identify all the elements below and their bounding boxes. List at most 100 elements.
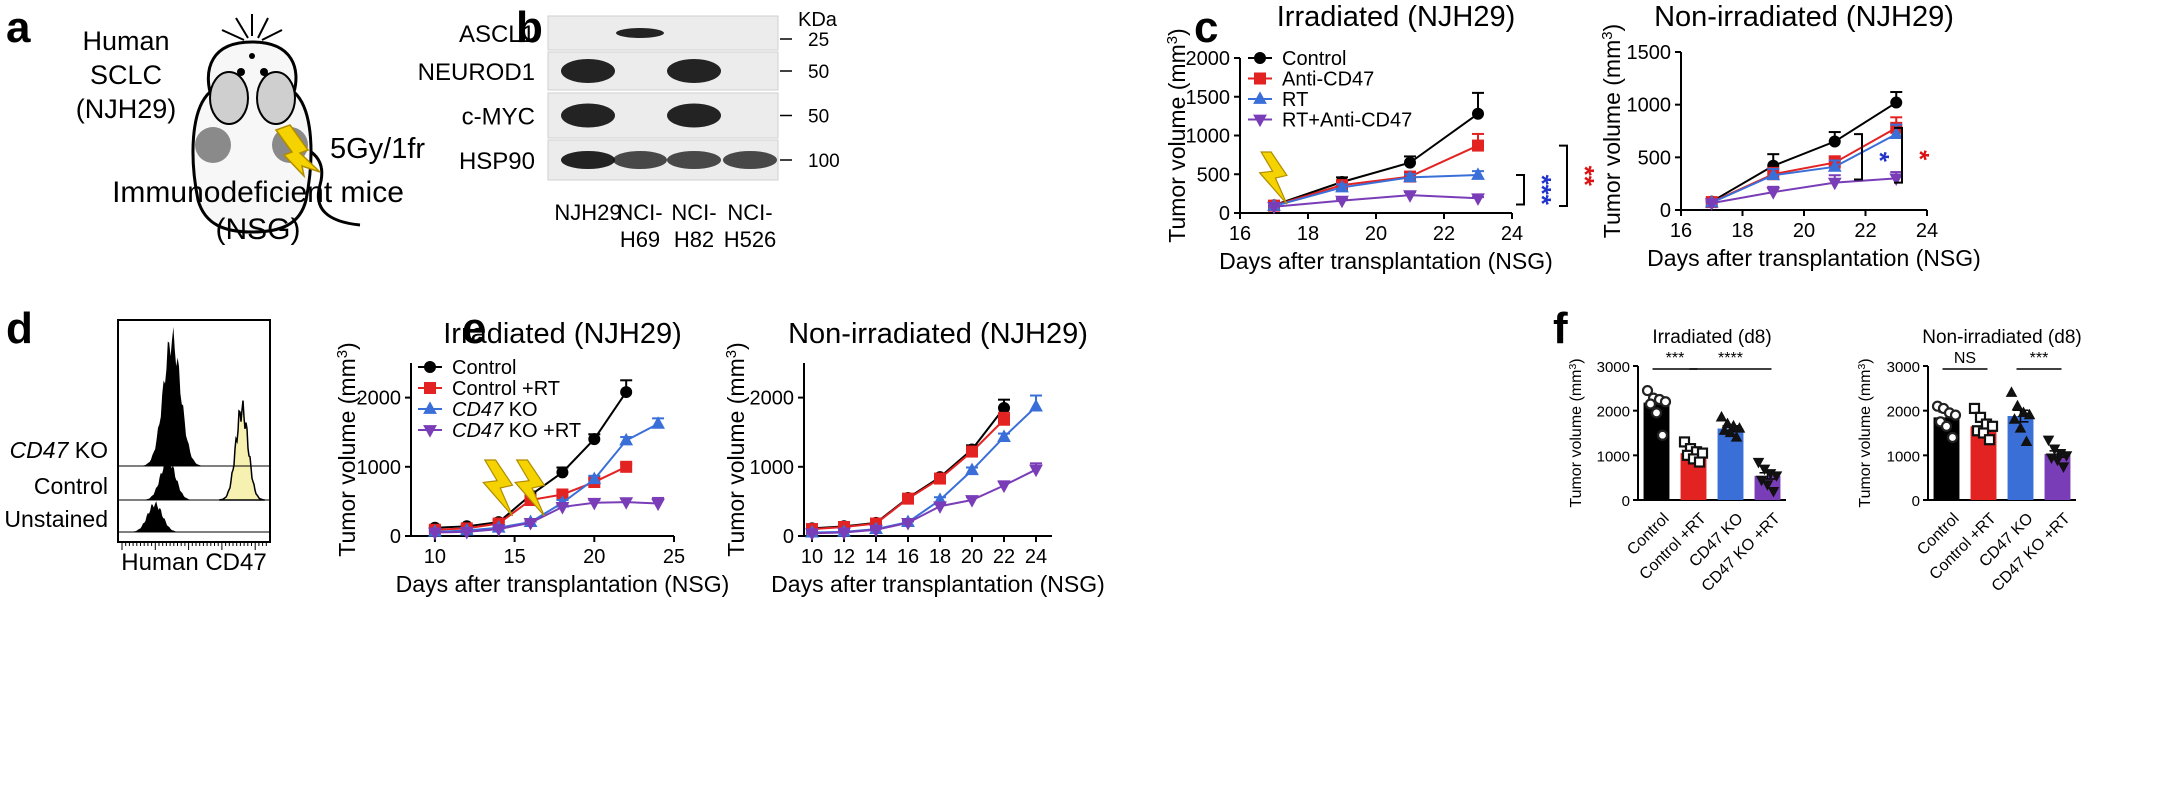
data-point xyxy=(1968,402,1981,415)
significance-bracket xyxy=(1894,126,1903,184)
data-point xyxy=(1678,436,1691,448)
significance-label: *** xyxy=(1666,350,1685,367)
lane-label: NCI- xyxy=(671,200,716,225)
legend-marker xyxy=(1254,72,1266,85)
legend-label: Control +RT xyxy=(452,378,560,400)
x-tick-label: 18 xyxy=(1731,220,1753,242)
data-point xyxy=(2008,413,2021,424)
y-tick-label: 2000 xyxy=(1887,404,1920,421)
x-tick-label: 10 xyxy=(424,546,446,568)
series-rt-anti-cd47 xyxy=(1704,171,1904,211)
data-point xyxy=(1471,193,1485,206)
lane-label: H82 xyxy=(674,227,714,252)
series-anti-cd47 xyxy=(1705,116,1903,209)
y-tick-label: 1500 xyxy=(1627,42,1672,64)
mice-label-line2: (NSG) xyxy=(216,213,301,246)
data-point xyxy=(491,524,506,537)
lane-label: NCI- xyxy=(617,200,662,225)
x-tick-label: 18 xyxy=(929,546,951,568)
data-point xyxy=(1949,409,1962,421)
x-axis-label: Days after transplantation (NSG) xyxy=(771,571,1105,597)
data-point xyxy=(1472,139,1484,152)
histogram-peak xyxy=(128,501,182,532)
y-tick-label: 2000 xyxy=(1186,48,1231,70)
data-point xyxy=(1335,195,1349,209)
series-cd47-ko-rt xyxy=(428,496,665,541)
y-axis-label: Tumor volume (mm3) xyxy=(723,342,750,556)
y-tick-label: 0 xyxy=(1219,203,1230,225)
series-rt xyxy=(1704,123,1904,208)
legend-label: CD47 KO +RT xyxy=(452,420,581,442)
data-point xyxy=(1733,422,1746,433)
band xyxy=(561,151,615,169)
y-axis-label: Tumor volume (mm3) xyxy=(1164,28,1191,242)
significance-label: *** xyxy=(2030,350,2049,367)
y-tick-label: 2000 xyxy=(1597,404,1630,421)
y-axis-label: Tumor volume (mm3) xyxy=(1599,24,1626,238)
panel-letter-e: e xyxy=(462,304,486,353)
y-tick-label: 0 xyxy=(390,526,401,548)
y-tick-label: 500 xyxy=(1197,164,1230,186)
histogram-peak xyxy=(219,400,265,501)
data-point xyxy=(902,492,914,505)
data-point xyxy=(1029,464,1043,478)
series-control xyxy=(806,398,1010,535)
x-tick-label: 16 xyxy=(1670,220,1692,242)
data-point xyxy=(2017,406,2030,417)
data-point xyxy=(1889,126,1904,140)
marker-label: 100 xyxy=(808,151,840,172)
y-tick-label: 1000 xyxy=(1887,448,1920,465)
data-point xyxy=(1696,447,1709,459)
tumor-label-line3: (NJH29) xyxy=(76,94,177,124)
data-point xyxy=(1752,457,1765,469)
histogram-peak xyxy=(141,455,195,500)
data-point xyxy=(1827,159,1842,172)
data-point xyxy=(998,413,1010,426)
data-point xyxy=(1715,410,1728,422)
x-tick-label: 22 xyxy=(1854,220,1876,242)
x-tick-label: 22 xyxy=(993,546,1015,568)
band xyxy=(667,59,721,83)
panel-letter-b: b xyxy=(516,3,543,52)
data-point xyxy=(555,502,570,515)
data-point xyxy=(588,433,601,446)
x-axis-label: Human CD47 xyxy=(121,549,266,576)
data-point xyxy=(869,524,883,538)
y-axis-label: Tumor volume (mm3) xyxy=(1857,358,1875,507)
panel-letter-c: c xyxy=(1194,3,1218,52)
dose-label: 5Gy/1fr xyxy=(330,133,425,165)
y-tick-label: 2000 xyxy=(750,388,795,410)
chart-title: Irradiated (d8) xyxy=(1652,327,1771,348)
data-point xyxy=(2057,462,2070,473)
series-line xyxy=(1273,194,1479,208)
series-rt-anti-cd47 xyxy=(1267,190,1485,215)
significance-stars: ** xyxy=(1570,166,1600,187)
series-line xyxy=(1711,101,1897,203)
tumor-label-line1: Human xyxy=(82,26,169,56)
data-point xyxy=(1940,420,1953,432)
data-point xyxy=(2051,455,2064,467)
x-tick-label: 20 xyxy=(583,546,605,568)
y-tick-label: 0 xyxy=(1912,493,1920,510)
data-point xyxy=(805,528,819,541)
data-point xyxy=(934,472,946,485)
significance-label: **** xyxy=(1718,350,1743,367)
series-line xyxy=(1273,144,1479,207)
significance-label: NS xyxy=(1954,350,1976,367)
data-point xyxy=(1890,96,1903,109)
marker-label: 25 xyxy=(808,30,829,51)
lane-label: NCI- xyxy=(727,200,772,225)
panel-letter-f: f xyxy=(1553,304,1568,353)
legend-marker xyxy=(423,425,437,438)
y-tick-label: 0 xyxy=(1622,493,1630,510)
data-point xyxy=(997,480,1011,494)
data-point xyxy=(2014,422,2027,433)
legend-marker xyxy=(424,382,436,394)
data-point xyxy=(1471,167,1485,180)
irradiation-bolt-icon xyxy=(1258,151,1288,205)
x-axis-label: Days after transplantation (NSG) xyxy=(1647,245,1981,271)
lane-label: H526 xyxy=(724,227,777,252)
data-point xyxy=(1766,187,1781,200)
data-point xyxy=(620,460,633,473)
data-point xyxy=(901,517,915,531)
